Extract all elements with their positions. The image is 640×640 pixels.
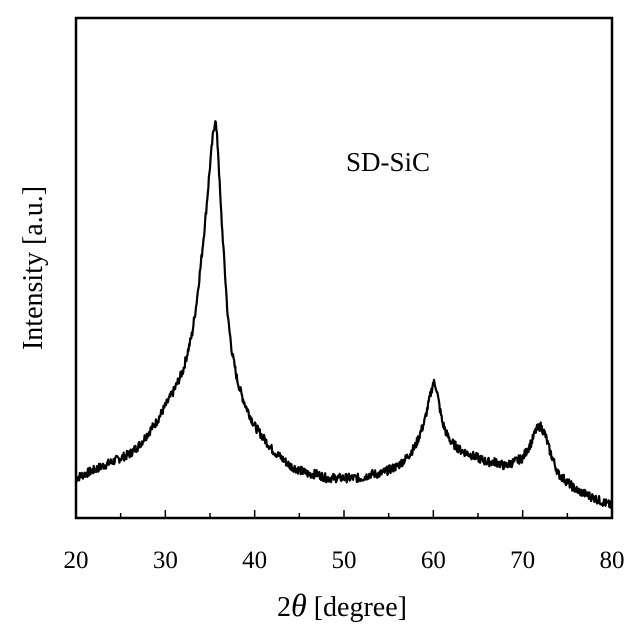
x-tick-label: 60 <box>421 547 446 574</box>
series-line-sd-sic <box>76 121 612 508</box>
x-tick-label: 20 <box>64 547 89 574</box>
x-tick-label: 80 <box>600 547 625 574</box>
x-axis-label-unit: [degree] <box>307 592 407 623</box>
x-tick-label: 40 <box>242 547 267 574</box>
x-tick-label: 70 <box>510 547 535 574</box>
x-axis-label: 2θ [degree] <box>277 587 407 623</box>
x-tick-label: 50 <box>332 547 357 574</box>
y-axis-label: Intensity [a.u.] <box>18 186 49 350</box>
x-tick-labels: 20 30 40 50 60 70 80 <box>64 547 625 574</box>
x-axis-label-prefix: 2 <box>277 592 291 623</box>
x-axis-label-theta: θ <box>291 587 307 623</box>
x-tick-label: 30 <box>153 547 178 574</box>
sample-annotation: SD-SiC <box>346 147 430 177</box>
